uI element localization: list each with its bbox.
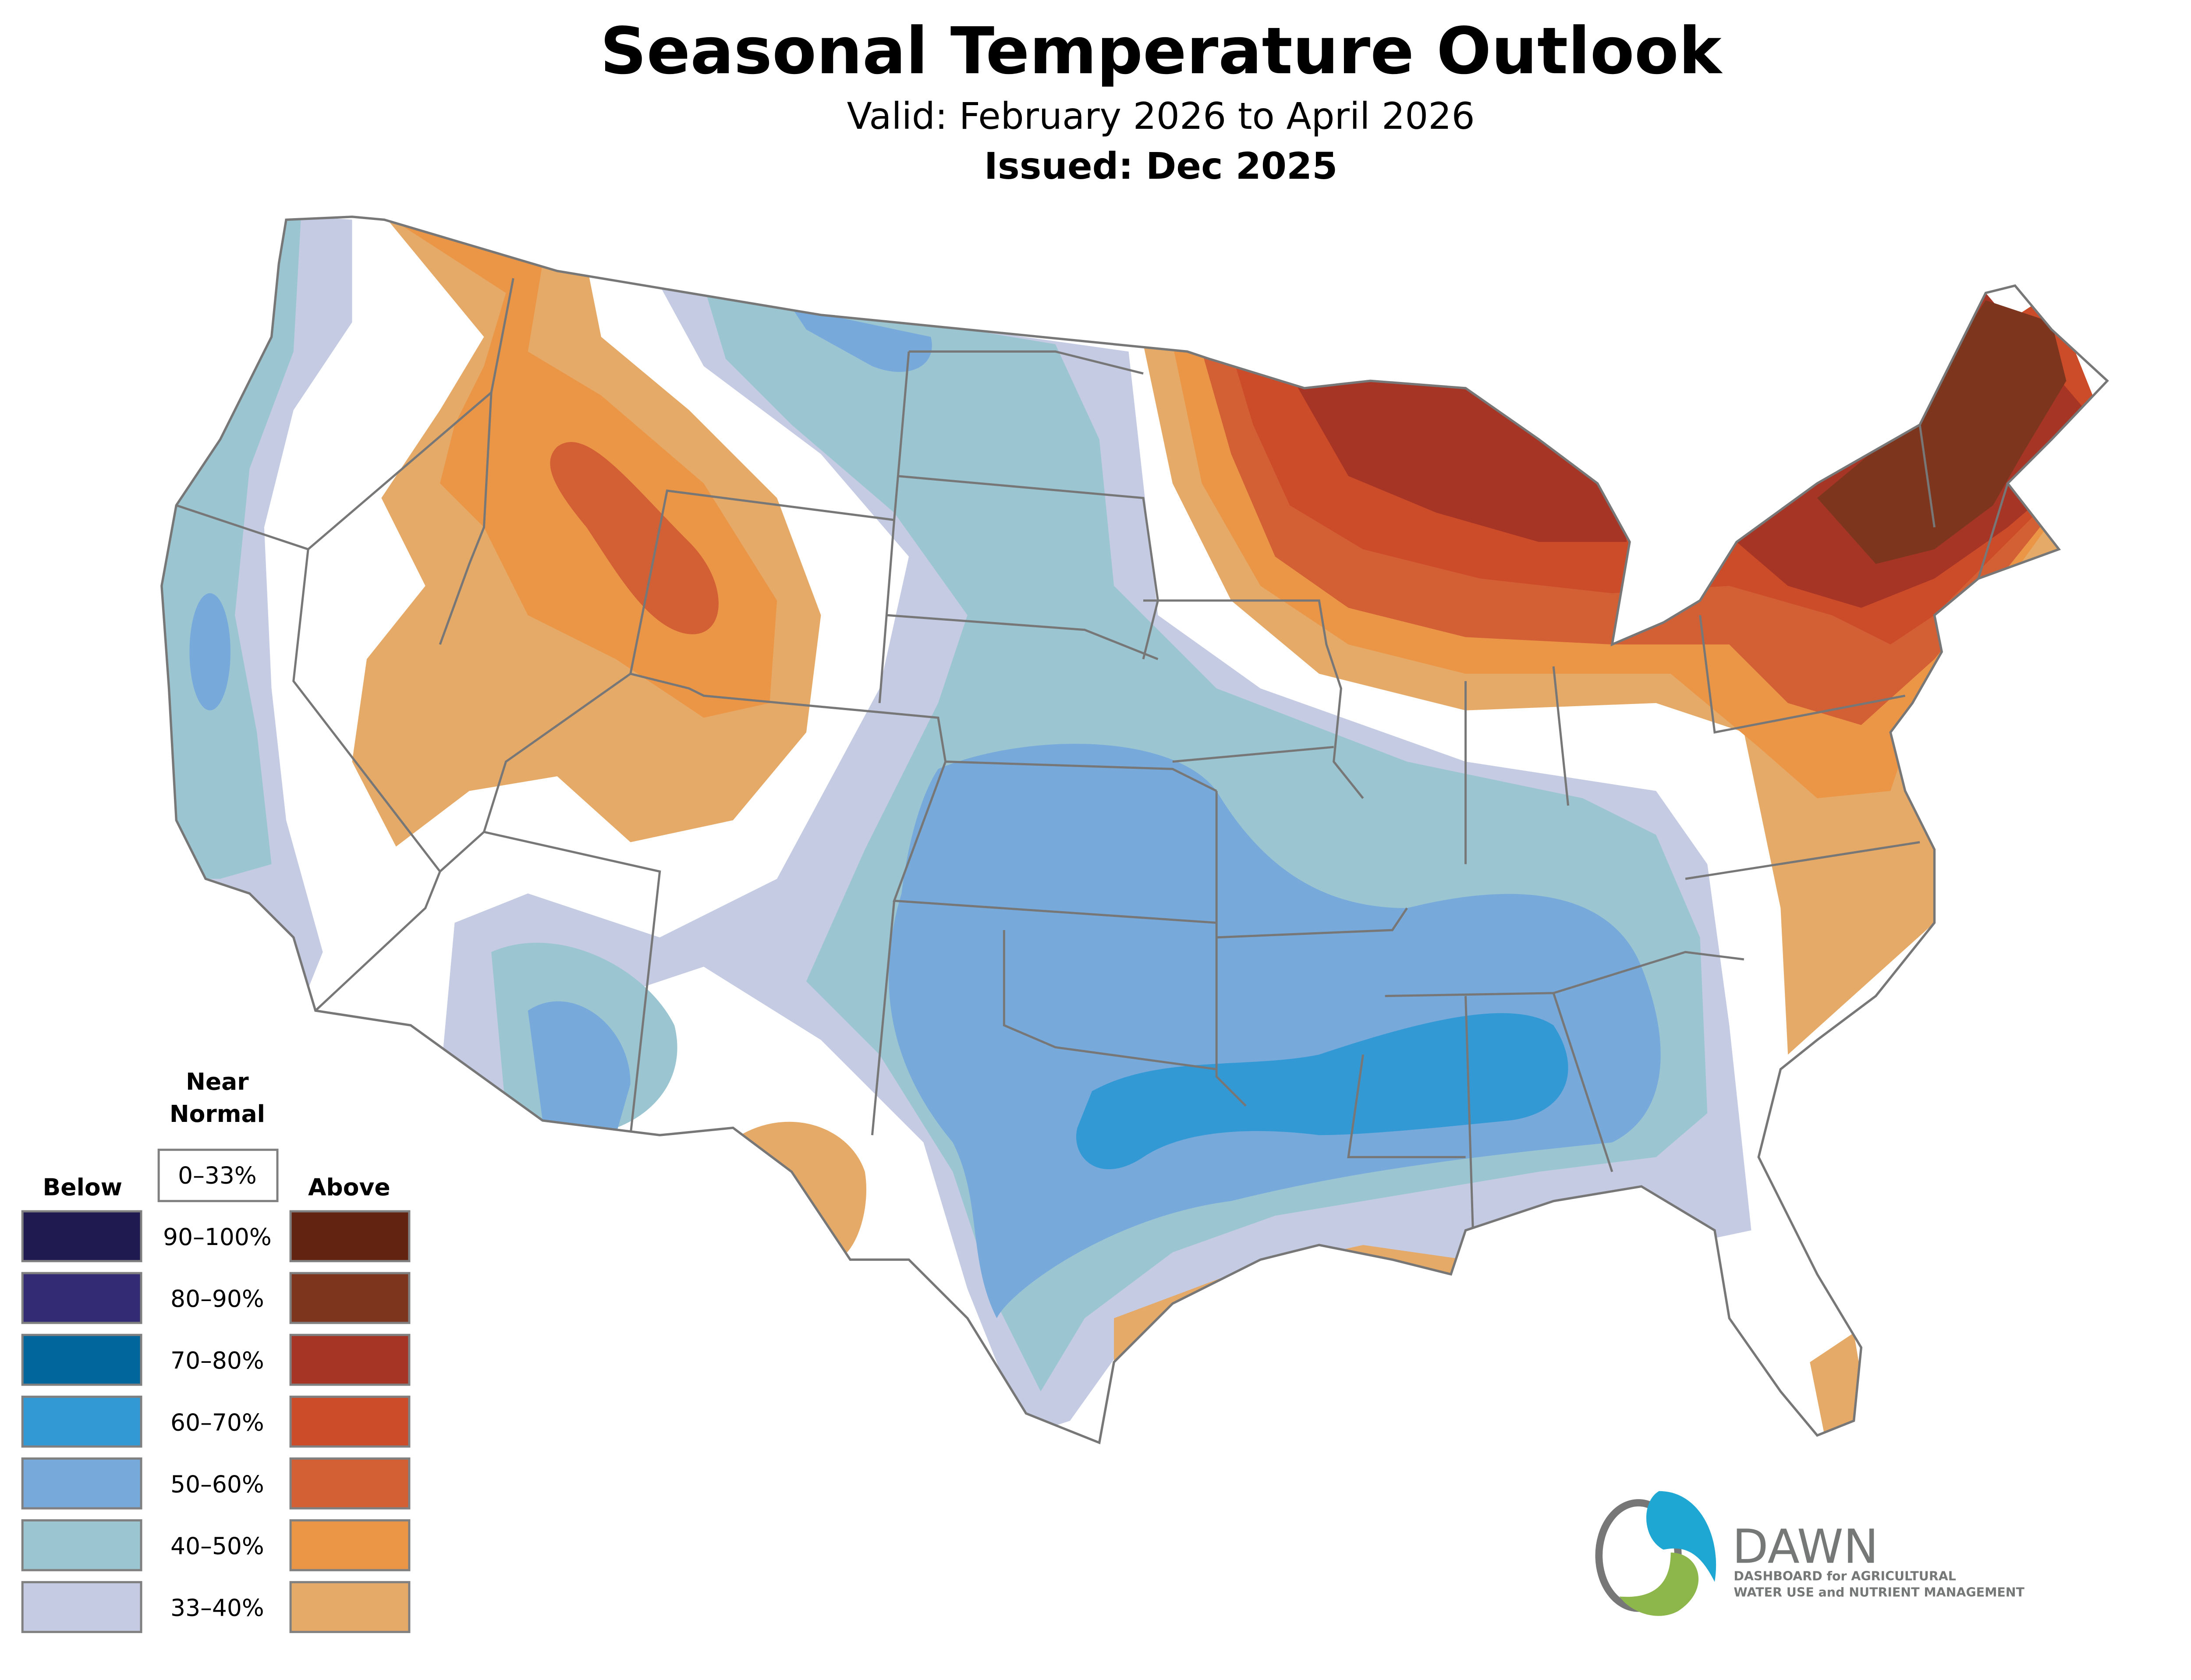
contour-southwest-50-60 (528, 1001, 631, 1135)
logo-tagline-line2: WATER USE and NUTRIENT MANAGEMENT (1734, 1585, 2024, 1599)
legend-above-swatch (289, 1210, 411, 1263)
legend-above-label: Above (308, 1173, 390, 1201)
legend-range-label: 90–100% (163, 1223, 272, 1251)
contour-northeast-80-90 (1817, 300, 2067, 564)
legend-near-normal-box (157, 1149, 279, 1203)
legend-below-swatch (21, 1519, 142, 1571)
legend-below-swatch (21, 1581, 142, 1633)
legend-range-label: 50–60% (170, 1470, 264, 1498)
legend-range-label: 70–80% (170, 1347, 264, 1374)
logo-tagline-line1: DASHBOARD for AGRICULTURAL (1734, 1569, 1956, 1584)
logo-leaf (1619, 1553, 1699, 1616)
legend-above-swatch (289, 1457, 411, 1510)
legend-above-swatch (289, 1272, 411, 1324)
legend-above-swatch (289, 1581, 411, 1633)
legend-above-swatch (289, 1395, 411, 1448)
legend-range-label: 33–40% (170, 1594, 264, 1622)
contour-northdakota-50-60 (791, 308, 932, 372)
legend: Near Normal 0–33% Below Above 90–100% 80–… (21, 1068, 411, 1633)
legend-range-label: 80–90% (170, 1285, 264, 1312)
legend-below-swatch (21, 1272, 142, 1324)
legend-above-swatch (289, 1519, 411, 1571)
legend-below-label: Below (43, 1173, 123, 1201)
legend-near-normal-title-line1: Near (186, 1068, 249, 1096)
dawn-logo: DAWN DASHBOARD for AGRICULTURAL WATER US… (1595, 1491, 2025, 1616)
contour-idaho-50-60 (550, 442, 719, 634)
valid-period: Valid: February 2026 to April 2026 (847, 95, 1475, 138)
legend-below-swatch (21, 1457, 142, 1510)
us-map (147, 205, 2110, 1450)
legend-below-swatch (21, 1333, 142, 1386)
logo-water-drop (1646, 1491, 1716, 1582)
contour-california-50-60 (189, 593, 230, 711)
issued-date: Issued: Dec 2025 (984, 145, 1337, 187)
legend-range-label: 60–70% (170, 1408, 264, 1436)
state-boundaries (176, 278, 2009, 1231)
legend-range-label: 40–50% (170, 1532, 264, 1560)
legend-below-swatch (21, 1210, 142, 1263)
contour-south-central-50-60 (889, 743, 1661, 1319)
legend-near-normal-title-line2: Normal (170, 1100, 265, 1128)
legend-near-normal-range: 0–33% (178, 1162, 257, 1189)
legend-above-swatch (289, 1333, 411, 1386)
legend-below-swatch (21, 1395, 142, 1448)
logo-name: DAWN (1732, 1520, 1879, 1574)
map-title: Seasonal Temperature Outlook (600, 13, 1723, 88)
contour-gulf-60-70 (1076, 1013, 1568, 1170)
